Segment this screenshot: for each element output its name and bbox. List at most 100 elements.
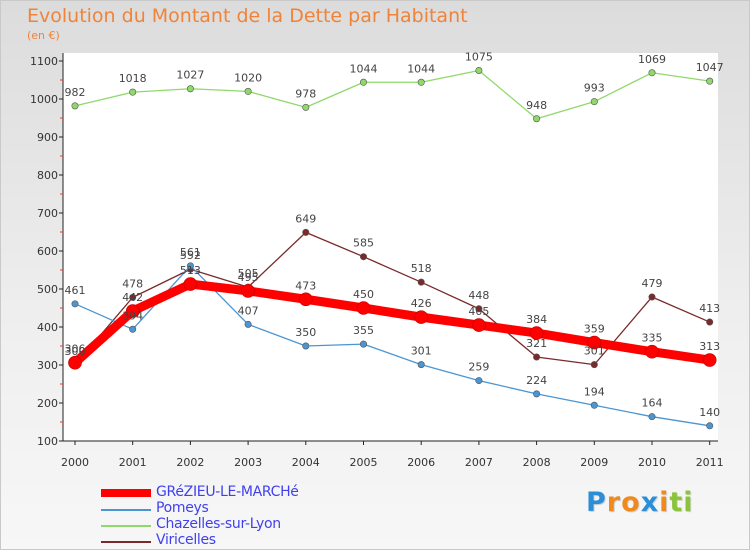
data-label: 301	[411, 345, 432, 358]
plot-area	[63, 53, 718, 441]
data-label: 259	[468, 361, 489, 374]
logo-letter: o	[621, 487, 641, 518]
y-tick-label: 800	[37, 169, 58, 182]
data-label: 479	[642, 277, 663, 290]
series-line	[70, 279, 715, 368]
data-point	[533, 390, 541, 398]
data-point	[590, 401, 598, 409]
data-point	[302, 342, 310, 350]
data-label: 448	[468, 289, 489, 302]
y-tick-label: 400	[37, 321, 58, 334]
data-label: 495	[238, 271, 259, 284]
logo-letter: x	[640, 487, 660, 518]
data-point	[129, 88, 137, 96]
data-label: 450	[353, 288, 374, 301]
data-point	[68, 355, 82, 370]
data-label: 1018	[119, 72, 147, 85]
data-label: 518	[411, 262, 432, 275]
proxiti-logo: Proxiti	[586, 487, 694, 518]
legend-label: Viricelles	[156, 532, 216, 548]
data-label: 442	[122, 291, 143, 304]
data-point	[590, 361, 598, 369]
legend-swatch	[101, 525, 151, 527]
data-label: 224	[526, 374, 547, 387]
legend-label: Pomeys	[156, 500, 209, 516]
x-tick-label: 2006	[407, 456, 435, 469]
data-label: 649	[295, 212, 316, 225]
x-tick-label: 2003	[234, 456, 262, 469]
data-point	[359, 78, 367, 86]
y-tick-label: 1000	[30, 93, 58, 106]
data-label: 1075	[465, 51, 493, 64]
data-point	[590, 98, 598, 106]
y-tick-label: 900	[37, 131, 58, 144]
legend-swatch	[101, 541, 151, 543]
data-point	[706, 422, 714, 430]
data-point	[129, 293, 137, 301]
x-tick-label: 2008	[523, 456, 551, 469]
logo-letter: i	[659, 487, 670, 518]
data-label: 407	[238, 304, 259, 317]
data-point	[186, 262, 194, 270]
y-tick-label: 600	[37, 245, 58, 258]
series-line	[74, 69, 711, 120]
data-label: 982	[65, 86, 86, 99]
data-label: 948	[526, 99, 547, 112]
data-label: 300	[65, 345, 86, 358]
chart-subtitle: (en €)	[27, 29, 60, 42]
data-point	[186, 85, 194, 93]
data-label: 1027	[176, 69, 204, 82]
data-point	[529, 326, 544, 340]
data-label: 461	[65, 284, 86, 297]
data-point	[648, 293, 656, 301]
data-label: 1044	[350, 62, 378, 75]
x-tick-label: 2000	[61, 456, 89, 469]
x-tick-label: 2002	[176, 456, 204, 469]
data-point	[183, 277, 198, 291]
data-point	[302, 103, 310, 111]
x-tick-label: 2001	[119, 456, 147, 469]
data-point	[702, 353, 717, 367]
series-line	[74, 265, 711, 427]
logo-letter: t	[669, 487, 684, 518]
data-label: 306	[65, 343, 86, 356]
data-label: 359	[584, 323, 605, 336]
data-label: 473	[295, 279, 316, 292]
data-point	[648, 413, 656, 421]
data-point	[244, 320, 252, 328]
data-label: 1047	[696, 61, 724, 74]
data-point	[356, 301, 371, 315]
data-label: 1069	[638, 53, 666, 66]
data-point	[472, 318, 486, 332]
data-point	[302, 228, 310, 236]
data-point	[417, 78, 425, 86]
y-tick-label: 200	[37, 397, 58, 410]
logo-letter: i	[683, 487, 694, 518]
data-point	[533, 115, 541, 123]
data-label: 405	[468, 305, 489, 318]
y-tick-label: 1100	[30, 55, 58, 68]
data-point	[241, 284, 255, 298]
data-point	[414, 310, 429, 324]
data-label: 1020	[234, 71, 262, 84]
x-tick-label: 2007	[465, 456, 493, 469]
data-label: 552	[180, 249, 201, 262]
data-point	[475, 67, 483, 75]
data-point	[125, 304, 140, 318]
data-point	[417, 361, 425, 369]
y-tick-label: 300	[37, 359, 58, 372]
data-label: 426	[411, 297, 432, 310]
x-tick-label: 2010	[638, 456, 666, 469]
data-point	[417, 278, 425, 286]
y-tick-label: 500	[37, 283, 58, 296]
series-line	[74, 231, 711, 366]
data-label: 335	[642, 332, 663, 345]
data-point	[475, 305, 483, 313]
data-point	[706, 318, 714, 326]
data-label: 313	[699, 340, 720, 353]
data-label: 561	[180, 246, 201, 259]
x-tick-label: 2011	[696, 456, 724, 469]
data-label: 301	[584, 345, 605, 358]
